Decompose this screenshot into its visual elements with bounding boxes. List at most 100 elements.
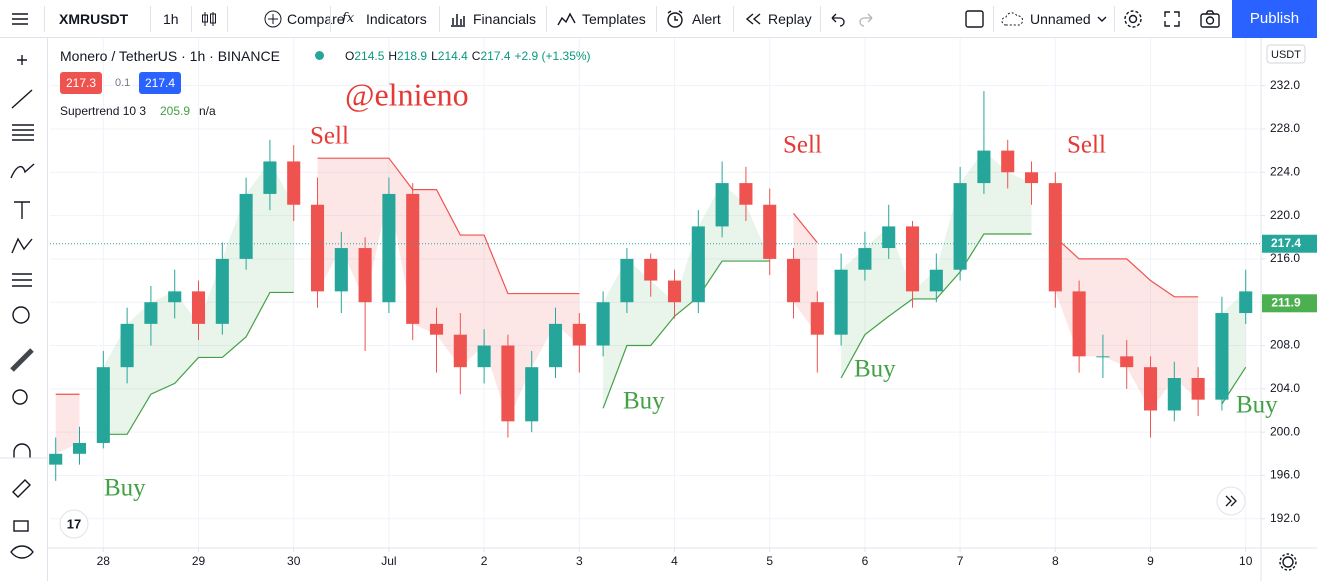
candle-body (596, 302, 610, 346)
pattern-tool[interactable] (11, 237, 33, 254)
templates-button[interactable]: Templates (582, 11, 646, 27)
alert-button[interactable]: Alert (692, 11, 721, 27)
candle-body (929, 269, 943, 292)
x-tick-label: 3 (576, 554, 583, 568)
candle-body (667, 280, 682, 303)
bid-chip[interactable]: 217.3 (60, 72, 103, 94)
candle-body (905, 226, 920, 292)
change: +2.9 (+1.35%) (514, 49, 591, 63)
separator (44, 6, 45, 32)
zoom-tool[interactable] (12, 389, 28, 405)
ohlc-value: 214.5 (354, 49, 385, 63)
y-tick-label: 192.0 (1270, 511, 1300, 525)
compare-icon[interactable] (263, 9, 283, 29)
settings-icon[interactable] (1122, 8, 1144, 30)
x-tick-label: 4 (671, 554, 678, 568)
prediction-tool[interactable] (12, 273, 32, 287)
dropdown-icon[interactable] (1096, 13, 1108, 25)
trend-line-tool[interactable] (11, 89, 33, 109)
candle-body (810, 302, 824, 335)
replay-button[interactable]: Replay (768, 11, 812, 27)
candle-body (287, 161, 301, 205)
separator (191, 6, 192, 32)
x-tick-label: 7 (957, 554, 964, 568)
financials-icon[interactable] (449, 10, 467, 28)
chart-type-icon[interactable] (199, 9, 219, 29)
axes: 192.0196.0200.0204.0208.0212.0216.0220.0… (97, 78, 1317, 568)
cloud-icon[interactable] (1000, 10, 1026, 28)
candle-body (882, 226, 896, 249)
x-tick-label: 6 (862, 554, 869, 568)
replay-icon[interactable] (744, 11, 762, 27)
brush-tool[interactable] (10, 163, 35, 179)
candle-body (358, 248, 372, 303)
candle-body (786, 258, 801, 303)
alert-icon[interactable] (665, 9, 685, 29)
candle-body (72, 442, 87, 454)
symbol-button[interactable]: XMRUSDT (59, 11, 129, 27)
templates-icon[interactable] (557, 10, 577, 28)
ask-chip[interactable]: 217.4 (139, 72, 182, 94)
candle-body (977, 150, 991, 184)
currency-badge[interactable] (1266, 44, 1306, 64)
candle-body (1001, 150, 1015, 173)
measure-tool[interactable] (10, 348, 34, 372)
lock-tool[interactable] (13, 520, 29, 532)
text-tool[interactable] (14, 201, 30, 219)
indicators-button[interactable]: Indicators (366, 11, 427, 27)
candle-body (429, 323, 444, 335)
chart: 192.0196.0200.0204.0208.0212.0216.0220.0… (48, 38, 1317, 581)
menu-icon[interactable] (10, 9, 30, 29)
candle-body (1239, 291, 1253, 314)
y-tick-label: 228.0 (1270, 121, 1300, 135)
separator (150, 6, 151, 32)
candle-body (1072, 291, 1086, 357)
supertrend-label: 211.9 (1271, 295, 1301, 309)
top-toolbar: XMRUSDT 1h Compare ƒx Indicators Financi… (0, 0, 1317, 38)
compare-button[interactable]: Compare (287, 11, 345, 27)
scroll-button[interactable] (1216, 486, 1246, 516)
fullscreen-icon[interactable] (1162, 9, 1182, 29)
annotation: Buy (623, 388, 665, 415)
y-tick-label: 232.0 (1270, 78, 1300, 92)
candle-body (144, 302, 158, 324)
separator (227, 6, 228, 32)
separator (439, 6, 440, 32)
left-toolbar (0, 38, 48, 581)
axis-settings[interactable] (1279, 553, 1297, 571)
annotation: Sell (783, 132, 822, 159)
candle-body (49, 453, 63, 465)
legend-symbol: Monero / TetherUS · 1h · BINANCE (60, 48, 280, 64)
layout-toggle[interactable] (964, 9, 986, 29)
market-status (315, 51, 324, 60)
hide-tool[interactable] (10, 545, 34, 559)
supertrend-tag (1262, 294, 1317, 313)
stay-drawing-tool[interactable] (12, 479, 31, 498)
currency-label: USDT (1271, 49, 1301, 61)
publish-button[interactable]: Publish (1232, 0, 1317, 38)
undo-redo[interactable] (828, 10, 878, 28)
y-tick-label: 208.0 (1270, 338, 1300, 352)
x-tick-label: 30 (287, 554, 301, 568)
annotation: Buy (854, 356, 896, 383)
layout-name[interactable]: Unnamed (1030, 11, 1091, 27)
candle-body (96, 367, 110, 443)
fib-tool[interactable] (12, 124, 34, 141)
separator (330, 6, 331, 32)
trend-fill (55, 394, 80, 454)
indicators-icon[interactable]: ƒx (342, 11, 355, 26)
interval-button[interactable]: 1h (163, 11, 179, 27)
financials-button[interactable]: Financials (473, 11, 537, 27)
candle-body (1120, 356, 1134, 368)
magnet-tool[interactable] (13, 443, 31, 458)
candle-body (310, 204, 325, 292)
candle-body (644, 258, 658, 281)
candle-body (406, 193, 420, 324)
icon-tool[interactable] (12, 306, 30, 324)
ohlc-key: O (345, 49, 355, 63)
x-tick-label: 28 (97, 554, 111, 568)
ohlc-value: 218.9 (397, 49, 428, 63)
crosshair-tool[interactable] (17, 55, 27, 65)
snapshot-icon[interactable] (1199, 9, 1221, 29)
